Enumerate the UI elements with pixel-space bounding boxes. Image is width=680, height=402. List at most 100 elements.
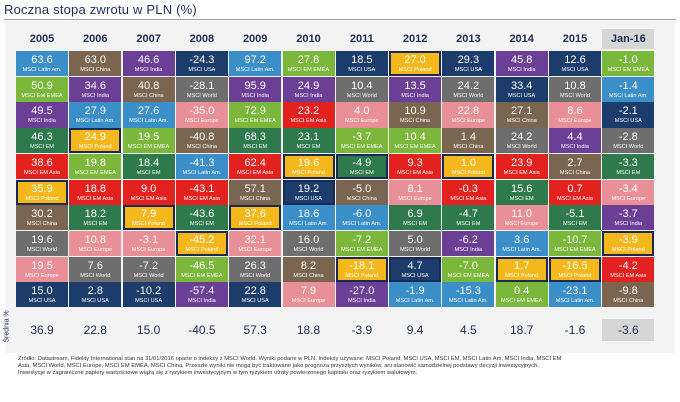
return-value: 95.9 [244, 79, 266, 92]
index-label: MSCI Europe [398, 195, 432, 202]
return-cell: 1.7 MSCI Poland [495, 256, 548, 282]
return-cell: -15.3 MSCI Latin Am. [442, 282, 495, 308]
return-value: -43.6 [189, 208, 215, 221]
return-value: -15.3 [455, 285, 481, 298]
return-cell: 18.4 MSCI EM [122, 153, 175, 179]
index-label: MSCI Latin Am. [75, 118, 115, 125]
return-value: -4.2 [618, 259, 638, 272]
return-cell: 23.1 MSCI EM [282, 128, 335, 154]
return-cell: 9.0 MSCI EM Asia [122, 179, 175, 205]
return-value: 18.8 [84, 182, 106, 195]
index-label: MSCI Europe [25, 272, 59, 279]
return-cell: 2.8 MSCI USA [69, 282, 122, 308]
return-value: 8.6 [567, 105, 583, 118]
return-value: -1.0 [618, 54, 638, 66]
return-value: -3.1 [139, 233, 159, 246]
average-value: -1.6 [564, 323, 586, 337]
return-value: 16.0 [297, 233, 320, 246]
return-value: -40.8 [189, 131, 215, 144]
return-cell: 10.8 MSCI Europe [69, 230, 122, 257]
return-cell: 12.6 MSCI USA [549, 51, 601, 77]
index-label: MSCI China [293, 272, 324, 279]
index-label: MSCI India [294, 92, 323, 99]
index-label: MSCI World [453, 92, 484, 99]
index-label: MSCI EM [509, 195, 534, 202]
year-header: 2011 [349, 33, 374, 45]
average-value: 22.8 [83, 323, 107, 337]
return-cell: 72.9 MSCI EM EMEA [229, 102, 282, 128]
return-cell: 1.4 MSCI China [442, 128, 495, 154]
return-value: 97.2 [244, 54, 266, 66]
return-cell: 6.9 MSCI EM [389, 205, 442, 231]
index-label: MSCI EM [349, 169, 374, 176]
return-value: 19.5 [137, 131, 160, 144]
return-cell: 19.6 MSCI Poland [282, 153, 335, 179]
return-value: -1.4 [618, 79, 638, 92]
year-header: 2007 [136, 33, 161, 45]
return-cell: -3.7 MSCI EM EMEA [335, 128, 388, 154]
return-value: -18.1 [349, 259, 375, 272]
return-cell: 62.4 MSCI EM Asia [229, 153, 282, 179]
return-value: -24.3 [189, 54, 215, 66]
return-cell: 22.8 MSCI Europe [442, 102, 495, 128]
return-value: -5.1 [565, 208, 585, 221]
index-label: MSCI Poland [345, 272, 379, 279]
return-value: -9.8 [618, 285, 638, 298]
return-cell: -40.8 MSCI China [175, 128, 228, 154]
return-cell: -10.2 MSCI USA [122, 282, 175, 308]
index-label: MSCI India [614, 221, 643, 228]
return-value: -28.1 [189, 79, 215, 92]
return-cell: 57.1 MSCI China [229, 179, 282, 205]
index-label: MSCI World [559, 92, 591, 99]
year-header: 2005 [29, 33, 55, 45]
return-value: -23.1 [562, 285, 588, 298]
index-label: MSCI World [26, 246, 58, 253]
return-cell: 95.9 MSCI India [229, 76, 282, 102]
return-value: 27.0 [404, 54, 426, 66]
index-label: MSCI Latin Am. [235, 67, 275, 73]
return-value: -3.4 [618, 182, 638, 195]
average-label-text: Średnia % [3, 310, 11, 343]
return-value: 46.3 [31, 131, 53, 144]
index-label: MSCI EM Asia [610, 272, 647, 279]
year-header: 2010 [296, 33, 321, 45]
year-header: 2012 [402, 33, 428, 45]
return-cell: 9.3 MSCI EM Asia [389, 153, 442, 179]
return-value: 24.9 [84, 131, 106, 144]
index-label: MSCI Poland [78, 144, 112, 151]
index-label: MSCI World [186, 92, 217, 99]
return-cell: -28.1 MSCI World [175, 76, 228, 102]
return-cell: -0.3 MSCI EM Asia [442, 179, 495, 205]
return-cell: 13.5 MSCI India [389, 76, 442, 102]
index-label: MSCI Poland [132, 221, 166, 228]
return-cell: -7.2 MSCI World [122, 256, 175, 282]
return-cell: -3.3 MSCI EM [602, 153, 655, 179]
return-value: -46.5 [189, 259, 215, 272]
index-label: MSCI EM Asia [556, 195, 594, 202]
return-cell: -2.8 MSCI World [602, 128, 655, 154]
index-label: MSCI World [506, 144, 537, 151]
index-label: MSCI EM [456, 221, 481, 228]
return-value: 10.4 [351, 79, 373, 92]
return-cell: 49.5 MSCI India [16, 102, 68, 128]
return-value: 4.4 [567, 131, 583, 144]
return-value: 15.0 [31, 285, 53, 298]
return-cell: 11.0 MSCI Europe [495, 205, 548, 231]
return-value: -57.4 [189, 285, 215, 298]
return-value: -3.7 [352, 131, 372, 144]
footnote-line: Asia, MSCI World, MSCI Europe, MSCI EM E… [18, 363, 539, 369]
index-label: MSCI EM [563, 221, 587, 228]
index-label: MSCI USA [401, 272, 429, 279]
return-cell: 18.2 MSCI EM [69, 205, 122, 231]
return-cell: 24.2 MSCI World [442, 76, 495, 102]
return-cell: 23.9 MSCI EM Asia [495, 153, 548, 179]
return-cell: 19.2 MSCI USA [282, 179, 335, 205]
index-label: MSCI EM EMEA [394, 144, 436, 151]
return-value: -43.1 [189, 182, 215, 195]
return-value: 22.8 [457, 105, 480, 118]
index-label: MSCI Latin Am. [395, 298, 435, 305]
return-value: 30.2 [31, 208, 53, 221]
return-cell: -5.0 MSCI China [335, 179, 388, 205]
return-value: 38.6 [31, 156, 53, 169]
return-value: 10.8 [564, 79, 586, 92]
